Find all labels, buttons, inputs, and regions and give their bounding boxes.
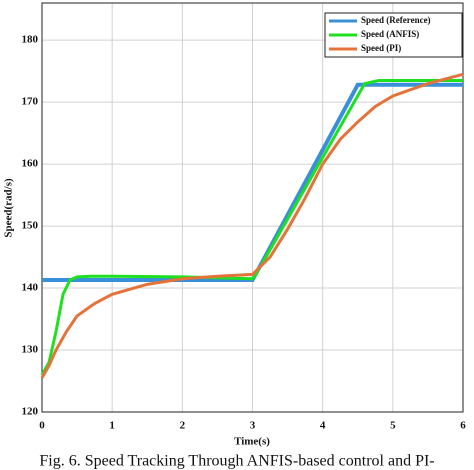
- y-tick-label: 140: [22, 282, 39, 294]
- legend-label: Speed (PI): [361, 43, 401, 53]
- x-tick-label: 4: [320, 420, 326, 432]
- y-tick-label: 170: [22, 96, 39, 108]
- caption: Fig. 6. Speed Tracking Through ANFIS-bas…: [39, 453, 434, 470]
- legend-label: Speed (Reference): [361, 15, 431, 25]
- y-axis-label: Speed(rad/s): [3, 178, 15, 238]
- x-tick-label: 1: [109, 420, 115, 432]
- x-tick-label: 6: [460, 420, 466, 432]
- y-tick-label: 150: [22, 220, 39, 232]
- x-tick-label: 3: [250, 420, 256, 432]
- series-line: [40, 78, 463, 376]
- x-tick-label: 5: [390, 420, 396, 432]
- y-tick-label: 160: [22, 158, 39, 170]
- x-tick-label: 0: [39, 420, 45, 432]
- y-tick-label: 120: [22, 406, 39, 418]
- plot-frame: [41, 2, 464, 413]
- series-line: [40, 72, 464, 379]
- series-line: [42, 82, 463, 283]
- x-tick-label: 2: [180, 420, 186, 432]
- y-tick-label: 130: [22, 344, 39, 356]
- legend-label: Speed (ANFIS): [361, 29, 419, 39]
- x-axis-label: Time(s): [234, 436, 270, 448]
- y-tick-label: 180: [22, 34, 39, 46]
